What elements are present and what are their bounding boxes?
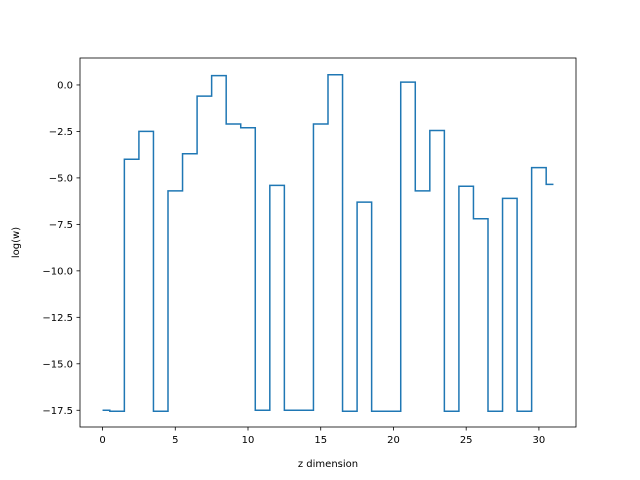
y-tick-label: 0.0	[57, 80, 73, 91]
y-tick-label: −5.0	[49, 173, 73, 184]
y-tick-label: −2.5	[49, 127, 73, 138]
data-line-series-0	[102, 73, 554, 412]
x-tick-label: 5	[172, 435, 178, 446]
x-tick-label: 20	[387, 435, 400, 446]
y-axis-label: log(w)	[11, 227, 22, 258]
y-tick-label: −12.5	[42, 313, 73, 324]
y-tick-label: −15.0	[42, 359, 73, 370]
y-tick-label: −10.0	[42, 266, 73, 277]
axes-frame	[79, 57, 577, 428]
x-tick-label: 30	[533, 435, 546, 446]
y-tick-label: −7.5	[49, 220, 73, 231]
x-tick-label: 10	[242, 435, 255, 446]
y-tick-label: −17.5	[42, 406, 73, 417]
x-tick-label: 15	[314, 435, 327, 446]
x-tick-label: 0	[99, 435, 105, 446]
x-axis-label: z dimension	[298, 459, 358, 470]
x-tick-label: 25	[460, 435, 473, 446]
